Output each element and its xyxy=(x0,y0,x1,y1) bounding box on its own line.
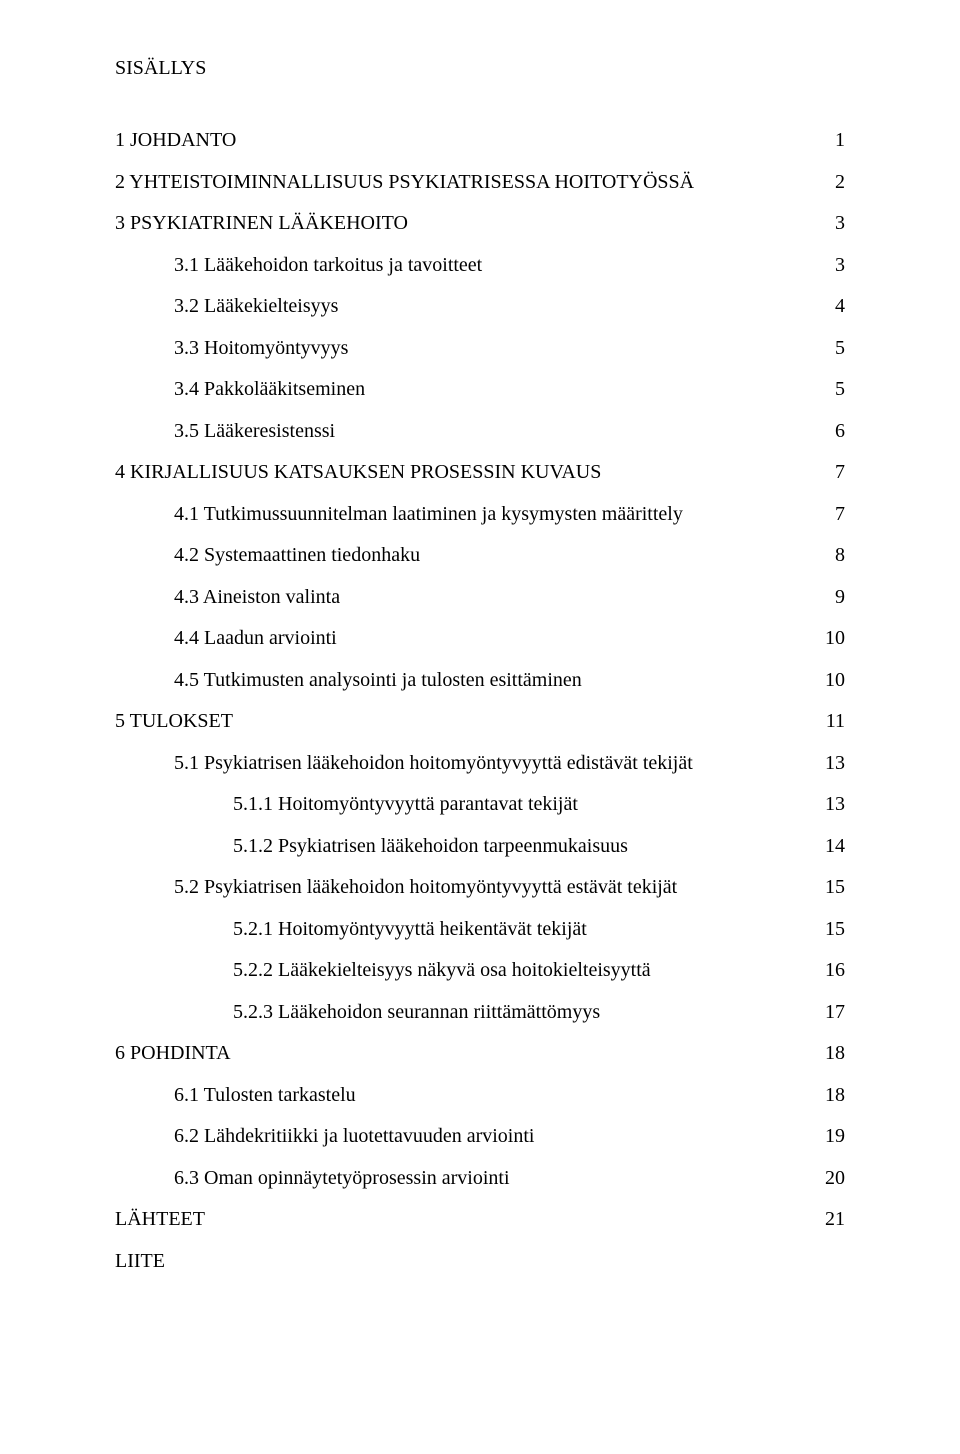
toc-entry-page: 3 xyxy=(815,255,845,275)
toc-entry-page: 10 xyxy=(815,628,845,648)
toc-row: 4.2 Systemaattinen tiedonhaku 8 xyxy=(115,545,845,565)
toc-row: 1 JOHDANTO 1 xyxy=(115,130,845,150)
toc-entry-label: 4 KIRJALLISUUS KATSAUKSEN PROSESSIN KUVA… xyxy=(115,462,601,482)
toc-entry-label: 2 YHTEISTOIMINNALLISUUS PSYKIATRISESSA H… xyxy=(115,172,694,192)
toc-row: 5.1 Psykiatrisen lääkehoidon hoitomyönty… xyxy=(115,753,845,773)
toc-entry-label: 3 PSYKIATRINEN LÄÄKEHOITO xyxy=(115,213,408,233)
toc-entry-label: 5 TULOKSET xyxy=(115,711,233,731)
toc-entry-page: 3 xyxy=(815,213,845,233)
toc-entry-label: 3.5 Lääkeresistenssi xyxy=(174,421,335,441)
toc-entry-page: 1 xyxy=(815,130,845,150)
toc-row: 3 PSYKIATRINEN LÄÄKEHOITO 3 xyxy=(115,213,845,233)
toc-entry-label: 6.1 Tulosten tarkastelu xyxy=(174,1085,356,1105)
toc-entry-page: 5 xyxy=(815,379,845,399)
toc-entry-label: 3.2 Lääkekielteisyys xyxy=(174,296,338,316)
toc-entry-page: 15 xyxy=(815,919,845,939)
toc-entry-label: 5.2 Psykiatrisen lääkehoidon hoitomyönty… xyxy=(174,877,677,897)
toc-row: 5.2.3 Lääkehoidon seurannan riittämättöm… xyxy=(115,1002,845,1022)
toc-entry-label: 1 JOHDANTO xyxy=(115,130,236,150)
toc-row: 6.1 Tulosten tarkastelu 18 xyxy=(115,1085,845,1105)
toc-row: 4.1 Tutkimussuunnitelman laatiminen ja k… xyxy=(115,504,845,524)
toc-row: 4 KIRJALLISUUS KATSAUKSEN PROSESSIN KUVA… xyxy=(115,462,845,482)
toc-entry-label: 5.1 Psykiatrisen lääkehoidon hoitomyönty… xyxy=(174,753,693,773)
toc-entry-label: 4.1 Tutkimussuunnitelman laatiminen ja k… xyxy=(174,504,683,524)
toc-entry-page: 14 xyxy=(815,836,845,856)
toc-entry-page: 18 xyxy=(815,1085,845,1105)
toc-entry-label: LIITE xyxy=(115,1251,165,1271)
toc-entry-label: 5.2.3 Lääkehoidon seurannan riittämättöm… xyxy=(233,1002,600,1022)
toc-entry-page: 2 xyxy=(815,172,845,192)
toc-entry-page: 7 xyxy=(815,462,845,482)
toc-entry-label: 5.2.2 Lääkekielteisyys näkyvä osa hoitok… xyxy=(233,960,651,980)
toc-entry-page: 6 xyxy=(815,421,845,441)
toc-body: 1 JOHDANTO 1 2 YHTEISTOIMINNALLISUUS PSYKI… xyxy=(115,130,845,1271)
toc-entry-page: 16 xyxy=(815,960,845,980)
toc-row: 4.3 Aineiston valinta 9 xyxy=(115,587,845,607)
toc-entry-page: 13 xyxy=(815,794,845,814)
toc-entry-page: 8 xyxy=(815,545,845,565)
toc-entry-label: 4.4 Laadun arviointi xyxy=(174,628,337,648)
toc-entry-page: 13 xyxy=(815,753,845,773)
toc-entry-page: 10 xyxy=(815,670,845,690)
toc-row: LÄHTEET 21 xyxy=(115,1209,845,1229)
toc-entry-label: 6.2 Lähdekritiikki ja luotettavuuden arv… xyxy=(174,1126,534,1146)
toc-entry-label: 4.3 Aineiston valinta xyxy=(174,587,340,607)
toc-entry-label: 4.5 Tutkimusten analysointi ja tulosten … xyxy=(174,670,582,690)
toc-row: 6.2 Lähdekritiikki ja luotettavuuden arv… xyxy=(115,1126,845,1146)
toc-row: 6 POHDINTA 18 xyxy=(115,1043,845,1063)
toc-entry-page: 21 xyxy=(815,1209,845,1229)
toc-entry-label: 3.1 Lääkehoidon tarkoitus ja tavoitteet xyxy=(174,255,482,275)
toc-row: 5.2 Psykiatrisen lääkehoidon hoitomyönty… xyxy=(115,877,845,897)
toc-entry-page: 17 xyxy=(815,1002,845,1022)
document-page: SISÄLLYS 1 JOHDANTO 1 2 YHTEISTOIMINNALLIS… xyxy=(0,0,960,1454)
toc-entry-page: 18 xyxy=(815,1043,845,1063)
toc-entry-label: 5.1.1 Hoitomyöntyvyyttä parantavat tekij… xyxy=(233,794,578,814)
toc-entry-label: 5.2.1 Hoitomyöntyvyyttä heikentävät teki… xyxy=(233,919,587,939)
toc-row: 3.4 Pakkolääkitseminen 5 xyxy=(115,379,845,399)
toc-entry-label: LÄHTEET xyxy=(115,1209,205,1229)
toc-row: 5.2.2 Lääkekielteisyys näkyvä osa hoitok… xyxy=(115,960,845,980)
toc-entry-page: 20 xyxy=(815,1168,845,1188)
toc-row: 3.5 Lääkeresistenssi 6 xyxy=(115,421,845,441)
toc-entry-label: 3.4 Pakkolääkitseminen xyxy=(174,379,365,399)
toc-row: 5.1.2 Psykiatrisen lääkehoidon tarpeenmu… xyxy=(115,836,845,856)
toc-row: 4.5 Tutkimusten analysointi ja tulosten … xyxy=(115,670,845,690)
toc-row: 5.1.1 Hoitomyöntyvyyttä parantavat tekij… xyxy=(115,794,845,814)
toc-row: 2 YHTEISTOIMINNALLISUUS PSYKIATRISESSA H… xyxy=(115,172,845,192)
toc-row: 3.3 Hoitomyöntyvyys 5 xyxy=(115,338,845,358)
toc-row: LIITE xyxy=(115,1251,845,1271)
toc-entry-page: 5 xyxy=(815,338,845,358)
toc-row: 3.2 Lääkekielteisyys 4 xyxy=(115,296,845,316)
toc-entry-page: 15 xyxy=(815,877,845,897)
toc-entry-label: 4.2 Systemaattinen tiedonhaku xyxy=(174,545,420,565)
toc-entry-label: 5.1.2 Psykiatrisen lääkehoidon tarpeenmu… xyxy=(233,836,628,856)
toc-entry-page: 19 xyxy=(815,1126,845,1146)
toc-row: 6.3 Oman opinnäytetyöprosessin arviointi… xyxy=(115,1168,845,1188)
toc-title: SISÄLLYS xyxy=(115,58,845,78)
toc-entry-label: 6.3 Oman opinnäytetyöprosessin arviointi xyxy=(174,1168,510,1188)
toc-entry-page: 4 xyxy=(815,296,845,316)
toc-entry-page: 9 xyxy=(815,587,845,607)
toc-row: 5.2.1 Hoitomyöntyvyyttä heikentävät teki… xyxy=(115,919,845,939)
toc-entry-label: 3.3 Hoitomyöntyvyys xyxy=(174,338,348,358)
toc-row: 4.4 Laadun arviointi 10 xyxy=(115,628,845,648)
toc-row: 3.1 Lääkehoidon tarkoitus ja tavoitteet 3 xyxy=(115,255,845,275)
toc-entry-label: 6 POHDINTA xyxy=(115,1043,231,1063)
toc-entry-page: 11 xyxy=(815,711,845,731)
toc-entry-page: 7 xyxy=(815,504,845,524)
toc-row: 5 TULOKSET 11 xyxy=(115,711,845,731)
